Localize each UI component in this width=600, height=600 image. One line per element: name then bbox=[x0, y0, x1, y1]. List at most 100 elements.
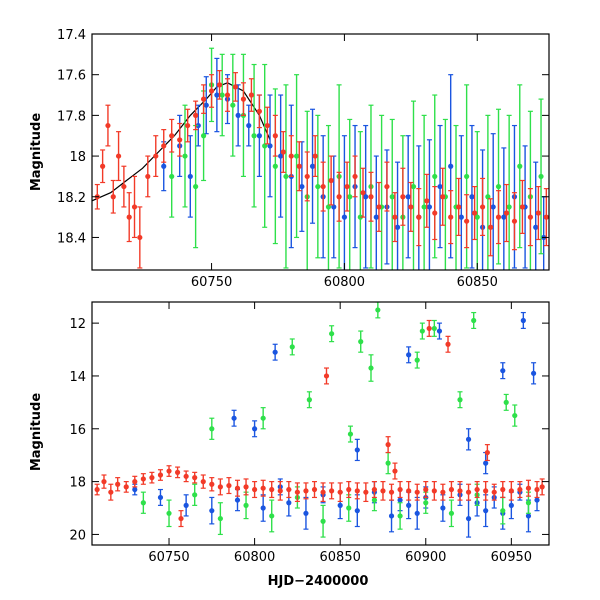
data-point bbox=[426, 319, 432, 337]
data-point bbox=[371, 481, 378, 499]
marker bbox=[431, 488, 437, 494]
marker bbox=[329, 331, 335, 337]
data-point bbox=[272, 88, 278, 245]
data-point bbox=[448, 499, 455, 528]
marker bbox=[426, 325, 432, 332]
data-point bbox=[495, 190, 502, 245]
data-point bbox=[177, 122, 183, 157]
data-point bbox=[426, 139, 433, 270]
marker bbox=[346, 505, 352, 511]
data-point bbox=[217, 478, 223, 496]
series-red bbox=[94, 319, 545, 528]
data-point bbox=[360, 167, 366, 218]
data-point bbox=[358, 330, 364, 353]
marker bbox=[115, 481, 121, 487]
y-tick-label: 20 bbox=[69, 528, 86, 543]
data-point bbox=[363, 124, 369, 269]
marker bbox=[328, 177, 334, 184]
data-point bbox=[375, 302, 381, 319]
marker bbox=[209, 508, 215, 514]
data-point bbox=[293, 74, 300, 239]
marker bbox=[140, 500, 146, 506]
data-point bbox=[408, 181, 414, 232]
marker bbox=[115, 153, 122, 159]
marker bbox=[437, 183, 443, 190]
marker bbox=[169, 133, 175, 139]
data-point bbox=[457, 481, 463, 501]
marker bbox=[530, 370, 537, 376]
marker bbox=[495, 183, 502, 190]
marker bbox=[195, 122, 201, 129]
marker bbox=[337, 502, 343, 508]
marker bbox=[140, 476, 146, 482]
marker bbox=[234, 497, 241, 503]
marker bbox=[200, 133, 207, 139]
data-point bbox=[288, 135, 294, 178]
data-point bbox=[192, 471, 198, 484]
data-point bbox=[397, 502, 403, 530]
data-point bbox=[243, 491, 249, 520]
marker bbox=[283, 173, 289, 180]
marker bbox=[260, 505, 266, 511]
data-point bbox=[525, 479, 532, 497]
marker bbox=[183, 502, 189, 508]
marker bbox=[166, 468, 172, 474]
marker bbox=[414, 510, 420, 516]
marker bbox=[400, 194, 406, 200]
x-tick-label: 60850 bbox=[320, 550, 361, 565]
marker bbox=[272, 163, 278, 169]
y-tick-label: 17.6 bbox=[57, 69, 86, 84]
marker bbox=[269, 513, 275, 519]
marker bbox=[538, 173, 544, 180]
data-point bbox=[303, 482, 309, 500]
marker bbox=[252, 426, 258, 432]
series-blue bbox=[132, 311, 540, 538]
y-tick-label: 18.2 bbox=[57, 191, 86, 206]
marker bbox=[360, 190, 366, 196]
marker bbox=[519, 204, 526, 210]
data-point bbox=[232, 72, 239, 102]
marker bbox=[272, 133, 278, 139]
marker bbox=[363, 194, 369, 200]
data-point bbox=[346, 494, 352, 522]
marker bbox=[448, 214, 454, 220]
marker bbox=[329, 488, 335, 494]
marker bbox=[157, 472, 164, 478]
data-point bbox=[503, 183, 510, 243]
x-tick-label: 60800 bbox=[324, 275, 365, 290]
data-point bbox=[491, 483, 497, 501]
data-point bbox=[437, 124, 443, 249]
data-point bbox=[294, 482, 300, 503]
marker bbox=[256, 108, 262, 114]
data-point bbox=[140, 491, 146, 514]
marker bbox=[465, 489, 472, 495]
marker bbox=[474, 486, 480, 493]
marker bbox=[525, 485, 532, 491]
data-point bbox=[195, 104, 201, 147]
marker bbox=[405, 194, 411, 200]
bottom-ylabel: Magnitude bbox=[29, 393, 44, 472]
data-point bbox=[440, 167, 446, 226]
marker bbox=[440, 489, 446, 495]
marker bbox=[495, 214, 502, 220]
marker bbox=[525, 500, 532, 506]
marker bbox=[503, 210, 510, 216]
marker bbox=[394, 224, 401, 230]
marker bbox=[214, 92, 220, 98]
marker bbox=[193, 112, 199, 118]
data-point bbox=[329, 325, 335, 343]
data-point bbox=[440, 483, 446, 501]
data-point bbox=[373, 155, 379, 270]
marker bbox=[465, 515, 472, 522]
marker bbox=[448, 510, 455, 516]
marker bbox=[240, 96, 247, 102]
marker bbox=[209, 481, 215, 487]
y-tick-label: 14 bbox=[69, 370, 86, 385]
data-point bbox=[448, 481, 455, 499]
marker bbox=[458, 214, 464, 220]
marker bbox=[153, 153, 159, 159]
marker bbox=[410, 183, 417, 190]
marker bbox=[256, 133, 262, 139]
data-point bbox=[264, 106, 270, 145]
